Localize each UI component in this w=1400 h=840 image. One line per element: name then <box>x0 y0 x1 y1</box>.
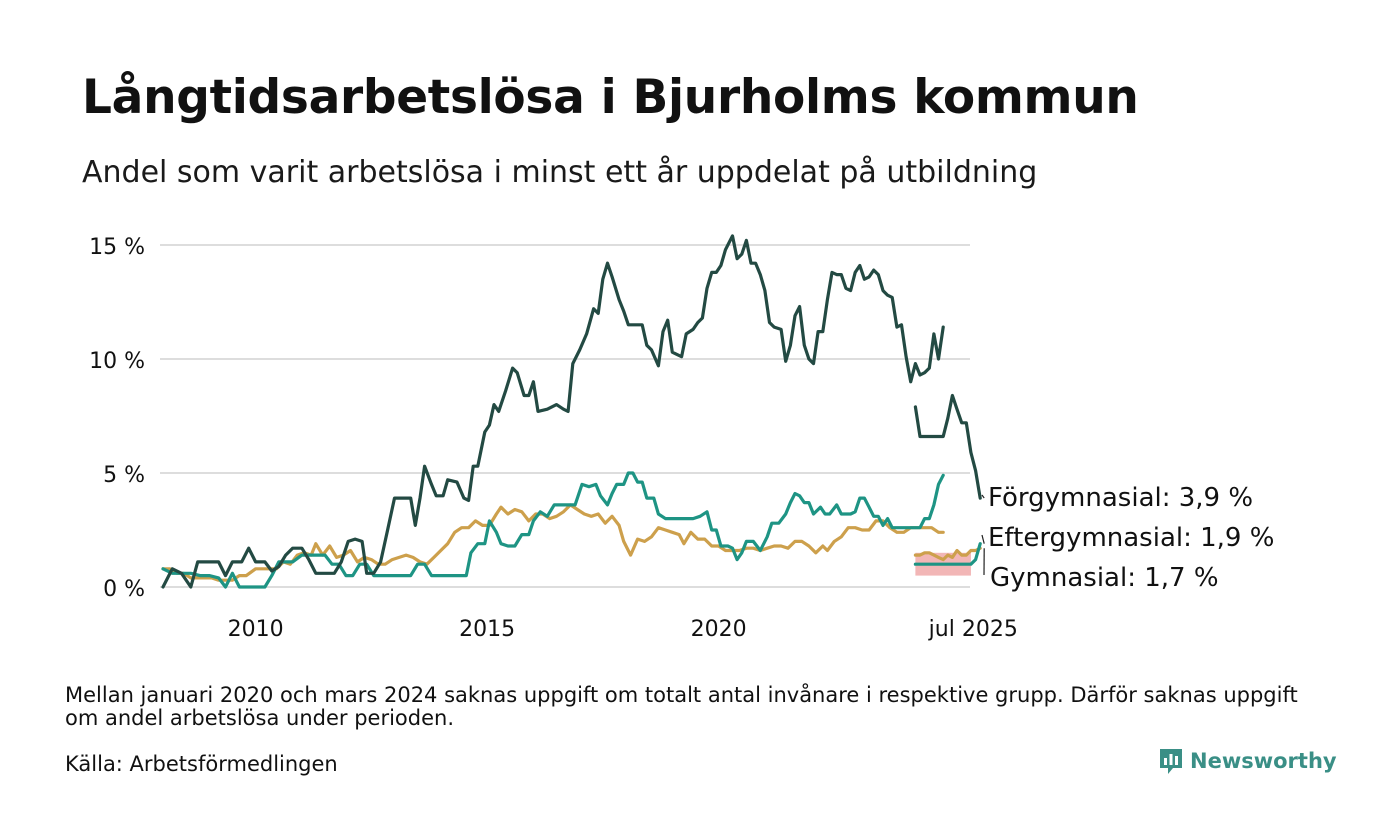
x-tick-label: 2020 <box>691 617 747 642</box>
series-layer <box>161 234 982 589</box>
series-end-label: Gymnasial: 1,7 % <box>990 563 1219 593</box>
label-leader-line <box>981 494 985 499</box>
series-line-gymnasial <box>161 503 945 582</box>
source-credit: Källa: Arbetsförmedlingen <box>65 752 338 776</box>
chart-subtitle: Andel som varit arbetslösa i minst ett å… <box>82 155 1038 190</box>
series-line-gymnasial <box>913 546 982 562</box>
series-end-label: Förgymnasial: 3,9 % <box>988 483 1253 513</box>
y-tick-label: 0 % <box>103 577 145 602</box>
y-tick-label: 10 % <box>89 349 145 374</box>
y-tick-label: 5 % <box>103 463 145 488</box>
series-line-forgymnasial <box>913 393 982 500</box>
series-end-label: Eftergymnasial: 1,9 % <box>988 523 1274 553</box>
x-tick-label: 2015 <box>459 617 515 642</box>
series-line-eftergymnasial <box>161 471 945 589</box>
chart-title: Långtidsarbetslösa i Bjurholms kommun <box>82 70 1139 125</box>
y-axis-ticks: 0 % 5 % 10 % 15 % <box>89 235 145 602</box>
label-leader-line <box>981 534 985 544</box>
brand-logo: Newsworthy <box>1158 746 1337 776</box>
x-tick-label: 2010 <box>228 617 284 642</box>
series-line-forgymnasial <box>161 234 945 589</box>
brand-name: Newsworthy <box>1190 749 1337 773</box>
series-line-eftergymnasial <box>913 542 982 566</box>
grid-lines <box>160 244 970 588</box>
newsworthy-icon <box>1160 749 1182 774</box>
x-axis-ticks: 2010 2015 2020 jul 2025 <box>228 617 1018 642</box>
footnote: Mellan januari 2020 och mars 2024 saknas… <box>65 683 1298 730</box>
series-end-labels: Förgymnasial: 3,9 % Eftergymnasial: 1,9 %… <box>981 483 1274 593</box>
x-tick-label: jul 2025 <box>928 617 1018 642</box>
y-tick-label: 15 % <box>89 235 145 260</box>
